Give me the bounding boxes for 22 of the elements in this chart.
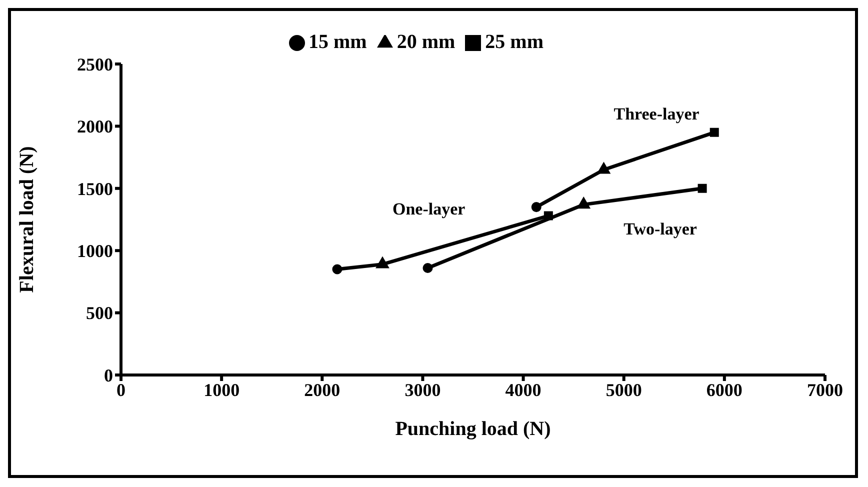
x-tick-label: 6000	[706, 380, 742, 400]
x-tick-label: 3000	[404, 380, 441, 400]
legend-label: 20 mm	[396, 31, 456, 53]
series-label: Three-layer	[614, 104, 700, 124]
x-tick-label: 1000	[204, 380, 240, 400]
legend-label: 25 mm	[485, 31, 544, 53]
y-tick-label: 2000	[77, 116, 113, 137]
series-label: Two-layer	[624, 220, 698, 239]
y-tick-label: 0	[104, 365, 113, 386]
x-tick-label: 0	[116, 380, 126, 400]
y-tick-label: 500	[86, 303, 113, 324]
x-tick-label: 2000	[304, 380, 340, 400]
x-tick-label: 5000	[606, 380, 642, 400]
y-axis-title: Flexural load (N)	[16, 146, 38, 293]
x-axis-title: Punching load (N)	[395, 418, 551, 440]
y-tick-label: 2500	[77, 54, 113, 74]
x-tick-label: 7000	[807, 380, 843, 400]
x-tick-label: 4000	[505, 380, 542, 400]
y-tick-label: 1500	[77, 178, 113, 199]
legend-label: 15 mm	[308, 31, 367, 53]
y-tick-label: 1000	[77, 240, 113, 261]
series-label: One-layer	[392, 199, 466, 218]
